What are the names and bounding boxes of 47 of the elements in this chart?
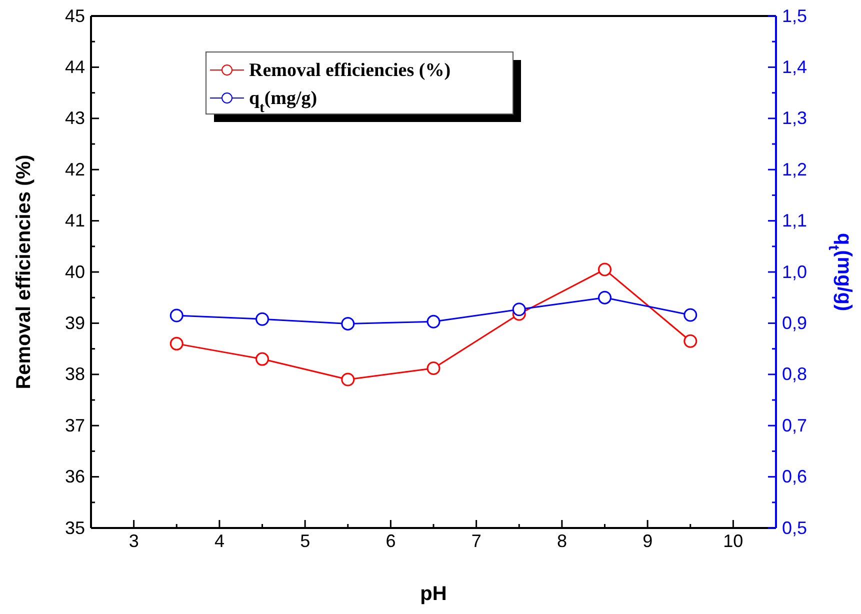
x-tick-label: 3 [128,530,139,551]
y2-tick-label: 1,1 [782,210,808,231]
point [684,334,698,348]
legend-label: q$_{t}$(mg/g) [249,88,318,116]
point [598,290,612,304]
point [341,316,355,330]
y-tick-label: 39 [64,312,85,333]
y2-tick-label: 1,4 [782,56,808,77]
point [170,308,184,322]
point [684,308,698,322]
y2-tick-label: 1,0 [782,262,808,282]
y-tick-label: 38 [64,364,85,384]
y-axis-title: Removal efficiencies (%) [13,154,35,390]
y2-tick-label: 0,9 [782,312,808,333]
y2-tick-label: 0,7 [782,415,808,436]
point [512,302,526,316]
y2-tick-label: 0,6 [782,466,808,487]
y-tick-label: 41 [64,210,85,231]
point [170,336,184,350]
y2-tick-label: 0,8 [782,364,808,384]
point [426,362,440,376]
y2-tick-label: 1,3 [782,108,808,128]
y-tick-label: 40 [64,262,85,282]
y-tick-label: 37 [64,415,85,436]
x-tick-label: 4 [214,530,224,551]
y2-tick-label: 1,5 [782,6,808,26]
x-tick-label: 8 [556,530,567,551]
y2-tick-label: 0,5 [782,518,808,538]
point [256,352,269,366]
y-tick-label: 35 [64,518,85,538]
point [426,314,440,328]
x-tick-label: 7 [471,530,482,551]
y2-tick-label: 1,2 [782,159,808,180]
x-tick-label: 9 [642,530,653,551]
legend-label: Removal efficiencies (%) [249,60,451,81]
point [256,312,269,326]
point [598,262,612,276]
y-tick-label: 43 [64,108,85,128]
x-tick-label: 10 [723,530,744,551]
x-axis-title: pH [420,583,447,605]
y-tick-label: 36 [64,466,85,487]
y-tick-label: 44 [64,56,85,77]
point [341,372,355,386]
x-tick-label: 5 [300,530,310,551]
y-tick-label: 45 [64,6,85,26]
y-tick-label: 42 [64,159,85,180]
x-tick-label: 6 [386,530,396,551]
